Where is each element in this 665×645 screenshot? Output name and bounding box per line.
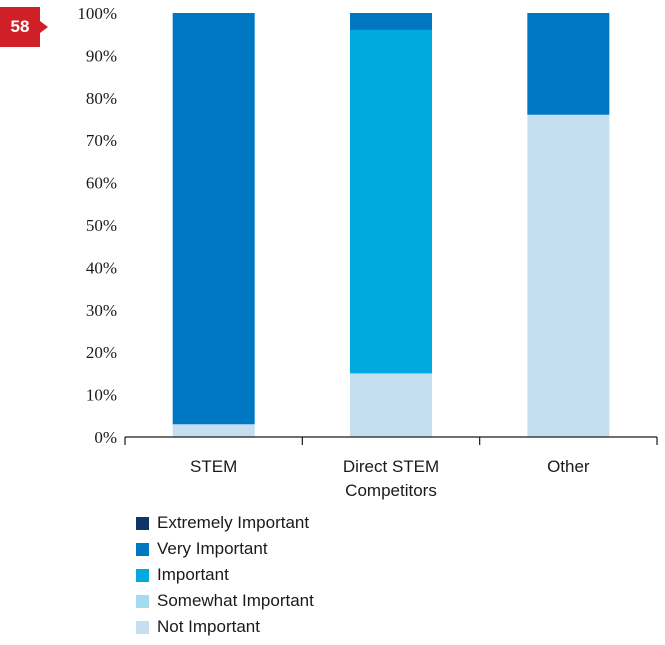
page-number: 58 [10,17,30,36]
x-category-label: Direct STEM [343,457,439,476]
y-tick-label: 50% [86,216,117,235]
y-tick-label: 80% [86,89,117,108]
page-badge-shape [0,7,48,47]
legend-item: Not Important [136,614,314,640]
y-tick-label: 30% [86,301,117,320]
y-tick-label: 100% [77,4,117,23]
y-tick-label: 60% [86,174,117,193]
y-tick-label: 40% [86,258,117,277]
y-tick-label: 90% [86,46,117,65]
legend-label: Very Important [157,539,268,558]
y-tick-label: 0% [94,428,117,447]
x-category-label: Other [547,457,590,476]
bar-segment-important [350,29,432,374]
page-number-badge: 58 [0,7,50,47]
bar-segment-very-important [172,13,255,425]
legend-swatch [136,594,149,608]
bar-segment-not-important [172,424,255,437]
stacked-bar-chart: 0% 10% 20% 30% 40% 50% 60% 70% 80% 90% 100% STEM Dir… [77,4,658,500]
legend-label: Extremely Important [157,513,310,532]
x-category-label: STEM [190,457,237,476]
legend-swatch [136,516,149,530]
y-tick-label: 70% [86,131,117,150]
y-tick-label: 20% [86,343,117,362]
bar-segment-not-important [527,114,610,437]
bar-segment-very-important [350,13,432,30]
bar-segment-not-important [350,373,432,437]
legend-label: Important [157,565,229,584]
legend-swatch [136,568,149,582]
legend-item: Important [136,562,314,588]
x-category-label: Competitors [345,481,437,500]
chart-legend: Extremely Important Very Important Importa… [136,510,314,640]
legend-label: Somewhat Important [157,591,314,610]
legend-item: Somewhat Important [136,588,314,614]
y-tick-label: 10% [86,386,117,405]
bar-segment-very-important [527,13,610,115]
legend-item: Very Important [136,536,314,562]
legend-item: Extremely Important [136,510,314,536]
legend-swatch [136,620,149,634]
legend-swatch [136,542,149,556]
legend-label: Not Important [157,617,260,636]
